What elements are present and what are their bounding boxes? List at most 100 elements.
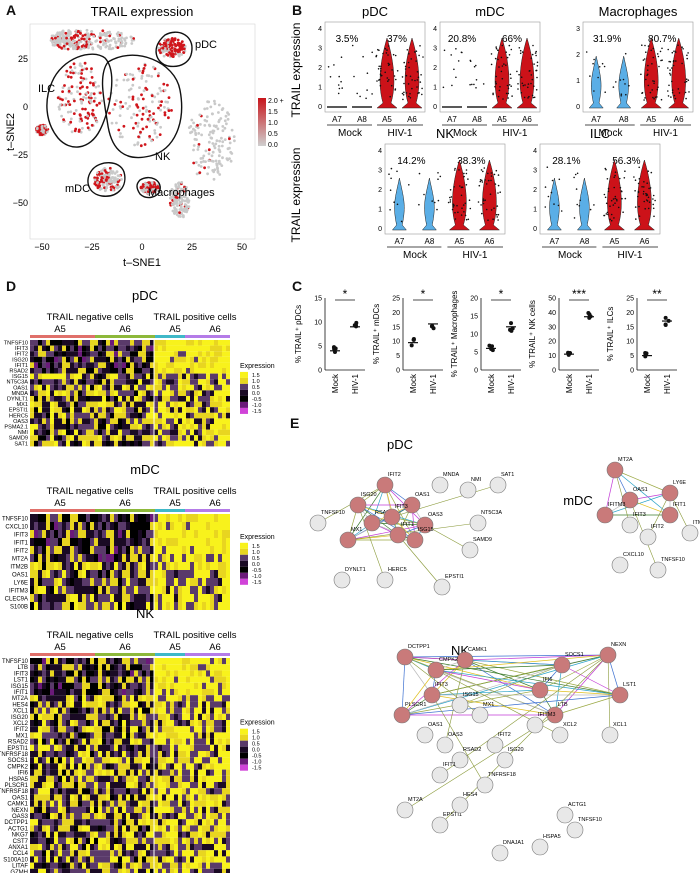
heatmap-cell xyxy=(194,751,198,758)
tsne-ytick: 25 xyxy=(18,54,28,64)
heatmap-cell xyxy=(226,707,230,714)
heatmap-cell xyxy=(210,670,214,677)
heatmap-cell xyxy=(190,658,194,665)
heatmap-cell xyxy=(82,732,86,739)
heatmap-cell xyxy=(50,720,54,727)
heatmap-cell xyxy=(118,384,122,391)
heatmap-cell xyxy=(190,788,194,795)
heatmap-cell xyxy=(166,424,170,430)
tsne-point xyxy=(74,109,78,112)
heatmap-cell xyxy=(146,418,150,424)
heatmap-cell xyxy=(82,373,86,380)
heatmap-cell xyxy=(98,514,102,522)
heatmap-negative-label: TRAIL negative cells xyxy=(47,630,134,641)
tsne-point xyxy=(63,84,66,87)
heatmap-cell xyxy=(58,429,62,436)
violin-point xyxy=(519,49,522,52)
heatmap-cell xyxy=(134,726,138,733)
violin-point xyxy=(420,74,422,76)
violin-sample-label: A8 xyxy=(357,115,367,124)
tsne-point xyxy=(102,179,106,182)
violin-point xyxy=(593,90,595,92)
heatmap-cell xyxy=(58,546,62,554)
heatmap-cell xyxy=(86,424,90,430)
dotplot-sig: * xyxy=(421,287,426,301)
heatmap-cell xyxy=(194,732,198,739)
heatmap-cell xyxy=(38,751,42,758)
heatmap-cell xyxy=(174,418,178,424)
tsne-point xyxy=(163,47,167,51)
heatmap-cell xyxy=(38,682,42,689)
heatmap-cell xyxy=(118,368,122,374)
heatmap-cell xyxy=(58,368,62,374)
violin-point xyxy=(614,174,616,177)
tsne-point xyxy=(62,103,66,107)
heatmap-cell xyxy=(38,775,42,782)
heatmap-cell xyxy=(46,695,50,702)
heatmap-cell xyxy=(66,368,70,374)
heatmap-cell xyxy=(122,530,126,538)
heatmap-cell xyxy=(30,424,34,430)
heatmap-cell xyxy=(70,424,74,430)
tsne-point xyxy=(205,107,209,110)
heatmap-cell xyxy=(158,695,162,702)
heatmap-cell xyxy=(226,775,230,782)
heatmap-cell xyxy=(190,602,194,610)
heatmap-cell xyxy=(110,384,114,391)
violin-sample-label: A6 xyxy=(407,115,417,124)
heatmap-cell xyxy=(186,570,190,578)
tsne-point xyxy=(96,44,100,48)
tsne-point xyxy=(81,34,85,38)
violin-point xyxy=(672,64,675,67)
heatmap-cell xyxy=(94,429,98,436)
heatmap-cell xyxy=(162,782,166,789)
heatmap-cell xyxy=(74,407,78,413)
tsne-xlabel: t–SNE1 xyxy=(123,257,161,269)
heatmap-cell xyxy=(78,794,82,801)
tsne-point xyxy=(70,69,74,73)
heatmap-cell xyxy=(94,379,98,385)
violin-point xyxy=(624,52,627,55)
heatmap-legend-swatch xyxy=(240,389,248,396)
tsne-point xyxy=(204,149,208,153)
heatmap-cell xyxy=(190,586,194,594)
heatmap-cell xyxy=(90,384,94,391)
heatmap-cell xyxy=(178,429,182,436)
heatmap-cell xyxy=(42,546,46,554)
heatmap-cell xyxy=(226,788,230,795)
heatmap-cell xyxy=(46,538,50,546)
violin-ytick: 0 xyxy=(533,226,537,233)
heatmap-cell xyxy=(154,379,158,385)
heatmap-gene-label: MX1 xyxy=(16,733,29,739)
heatmap-cell xyxy=(30,794,34,801)
heatmap-gene-label: IFIT3 xyxy=(14,671,29,677)
heatmap-cell xyxy=(38,713,42,720)
tsne-point xyxy=(131,97,135,101)
tsne-point xyxy=(136,121,140,125)
heatmap-cell xyxy=(110,720,114,727)
tsne-point xyxy=(84,107,87,111)
heatmap-cell xyxy=(186,769,190,776)
tsne-point xyxy=(142,67,146,70)
heatmap-cell xyxy=(78,775,82,782)
heatmap-legend-swatch xyxy=(240,578,248,585)
heatmap-cell xyxy=(158,578,162,586)
heatmap-cell xyxy=(198,695,202,702)
heatmap-cell xyxy=(114,345,118,352)
heatmap-cell xyxy=(82,763,86,770)
heatmap-cell xyxy=(162,424,166,430)
heatmap-cell xyxy=(58,396,62,402)
heatmap-cell xyxy=(202,356,206,363)
heatmap-cell xyxy=(50,514,54,522)
tsne-point xyxy=(89,100,93,104)
heatmap-cell xyxy=(118,401,122,408)
heatmap-cell xyxy=(118,726,122,733)
heatmap-cell xyxy=(110,546,114,554)
heatmap-cell xyxy=(102,554,106,562)
heatmap-cell xyxy=(190,538,194,546)
heatmap-cell xyxy=(82,390,86,396)
tsne-point xyxy=(105,186,109,190)
heatmap-cell xyxy=(142,738,146,745)
heatmap-cell xyxy=(38,440,42,447)
